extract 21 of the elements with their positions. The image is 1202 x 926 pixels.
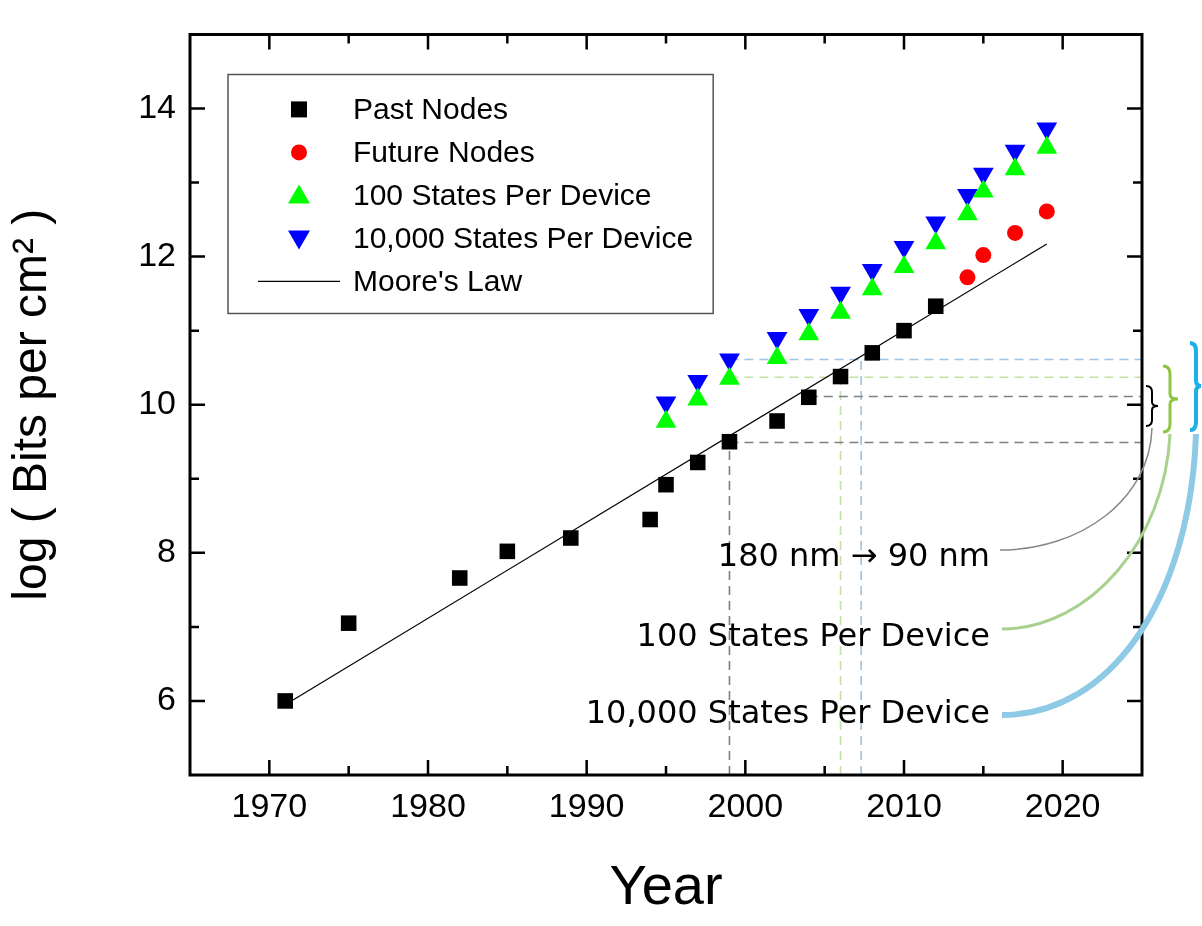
legend-label: Moore's Law (353, 263, 523, 297)
x-tick-label: 1970 (231, 785, 308, 824)
x-axis-title: Year (609, 852, 723, 916)
y-axis-title: log ( Bits per cm² ) (3, 208, 57, 601)
x-tick-label: 1990 (548, 785, 625, 824)
x-tick-label: 1980 (390, 785, 466, 824)
y-tick-label: 10 (138, 383, 176, 422)
y-tick-label: 8 (157, 531, 176, 570)
x-tick-label: 2010 (866, 785, 942, 824)
x-tick-label: 2020 (1024, 785, 1101, 824)
x-tick-label: 2000 (707, 785, 784, 824)
legend-label: Past Nodes (353, 91, 509, 125)
legend-label: 100 States Per Device (353, 177, 652, 211)
y-tick-label: 12 (138, 234, 176, 273)
y-tick-label: 6 (157, 679, 176, 718)
annotation: 180 nm → 90 nm (717, 536, 990, 575)
annotation: 10,000 States Per Device (585, 692, 990, 731)
annotation: 100 States Per Device (636, 615, 990, 654)
legend-label: 10,000 States Per Device (353, 220, 694, 254)
legend-label: Future Nodes (353, 134, 535, 168)
y-tick-label: 14 (138, 86, 176, 125)
